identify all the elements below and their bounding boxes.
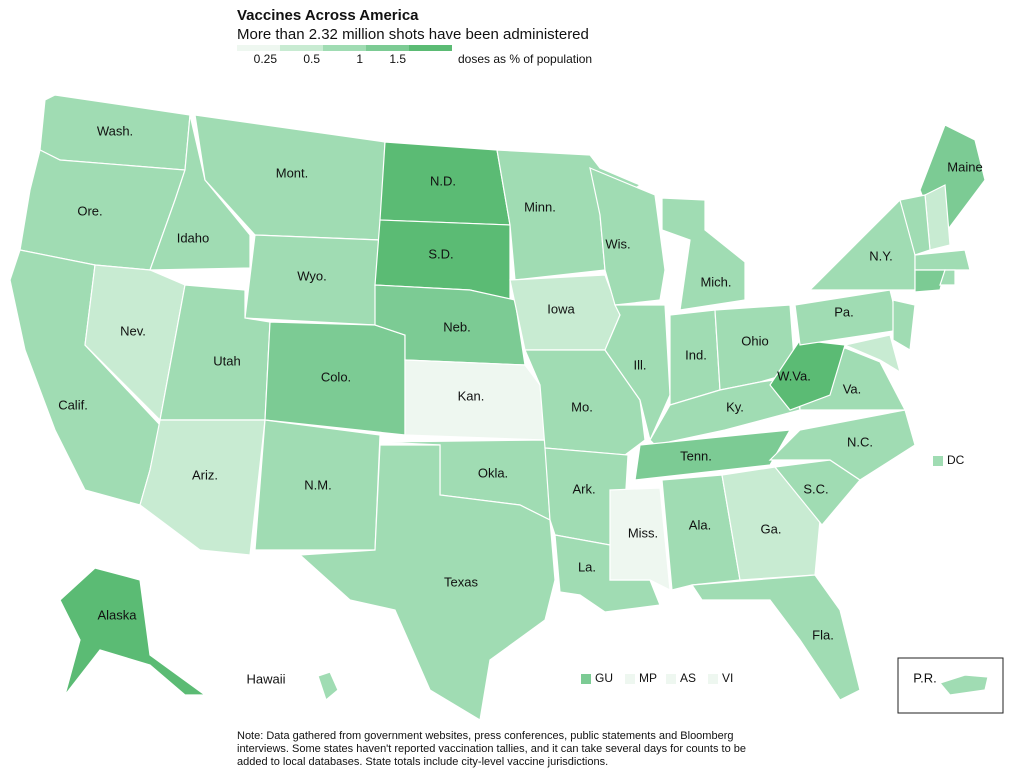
state <box>690 574 861 701</box>
state <box>609 487 671 592</box>
state-label: Ohio <box>741 333 768 348</box>
state-label: Ky. <box>726 399 744 414</box>
state-label: Neb. <box>443 319 470 334</box>
state-label: Fla. <box>812 627 834 642</box>
state <box>634 429 792 481</box>
state <box>769 339 846 411</box>
state-label: P.R. <box>913 670 937 685</box>
state-label: Wis. <box>605 236 630 251</box>
state <box>938 674 989 696</box>
state-label: Ind. <box>685 347 707 362</box>
state <box>589 167 666 306</box>
state-label: Mont. <box>276 165 309 180</box>
territory-label: AS <box>680 671 696 685</box>
state-label: N.M. <box>304 477 331 492</box>
state-label: N.Y. <box>869 248 893 263</box>
state-label: Maine <box>947 159 982 174</box>
state <box>317 671 339 702</box>
legend-tick: 1 <box>356 52 363 66</box>
legend-tick: 1.5 <box>389 52 406 66</box>
pr-box <box>897 657 1004 714</box>
state-label: Ark. <box>572 481 595 496</box>
territory-label: GU <box>595 671 613 685</box>
state-label: Ill. <box>634 357 647 372</box>
state-label: Ariz. <box>192 467 218 482</box>
state <box>892 299 916 351</box>
territory-swatch <box>666 674 676 684</box>
legend-swatch <box>366 45 409 51</box>
state-label: La. <box>578 559 596 574</box>
state <box>768 409 916 481</box>
note: Note: Data gathered from government webs… <box>237 730 746 768</box>
state <box>139 419 266 556</box>
state-label: Minn. <box>524 199 556 214</box>
state-label: Idaho <box>177 230 210 245</box>
state <box>149 114 251 271</box>
state-label: Ala. <box>689 517 711 532</box>
state-label: W.Va. <box>777 368 811 383</box>
state-label: S.C. <box>803 481 828 496</box>
legend-tick: 0.5 <box>303 52 320 66</box>
state-label: Mich. <box>700 274 731 289</box>
state-label: Ga. <box>761 521 782 536</box>
title: Vaccines Across America <box>237 7 419 24</box>
legend-tick: 0.25 <box>254 52 278 66</box>
state-label: Calif. <box>58 397 88 412</box>
territory-label: MP <box>639 671 657 685</box>
state <box>721 466 821 581</box>
state <box>914 269 946 293</box>
territory-swatch <box>625 674 635 684</box>
state-label: Ore. <box>77 203 102 218</box>
state-label: Okla. <box>478 465 508 480</box>
state-label: Nev. <box>120 323 146 338</box>
state <box>914 249 971 271</box>
state-label: Mo. <box>571 399 593 414</box>
legend-swatch <box>280 45 323 51</box>
state-label: Utah <box>213 353 240 368</box>
state-label: Texas <box>444 574 478 589</box>
state-label: Va. <box>843 381 862 396</box>
legend-swatch <box>237 45 280 51</box>
territory-swatch <box>581 674 591 684</box>
note-box: Note: Data gathered from government webs… <box>237 730 746 768</box>
state <box>604 304 671 442</box>
state <box>899 194 931 256</box>
state-label: N.C. <box>847 434 873 449</box>
legend-unit: doses as % of population <box>458 52 592 66</box>
state-label: Miss. <box>628 525 658 540</box>
state-label: Pa. <box>834 304 854 319</box>
state <box>298 444 556 721</box>
legend-swatch <box>323 45 366 51</box>
state-label: Wash. <box>97 123 133 138</box>
state <box>808 198 916 291</box>
territory-swatch <box>708 674 718 684</box>
state <box>661 197 746 311</box>
state-label: Tenn. <box>680 448 712 463</box>
state <box>59 567 207 696</box>
territory-swatch <box>933 456 943 466</box>
territory-label: VI <box>722 671 733 685</box>
state-label: Alaska <box>97 607 137 622</box>
state-label: Kan. <box>458 388 485 403</box>
state-label: Wyo. <box>297 268 327 283</box>
territory-label: DC <box>947 453 965 467</box>
state-label: Hawaii <box>246 671 285 686</box>
state <box>939 269 956 286</box>
state-label: Colo. <box>321 369 351 384</box>
subtitle: More than 2.32 million shots have been a… <box>237 26 589 43</box>
state-label: N.D. <box>430 173 456 188</box>
state-label: Iowa <box>547 301 575 316</box>
legend-swatch <box>409 45 452 51</box>
state-label: S.D. <box>428 246 453 261</box>
state <box>843 334 901 374</box>
